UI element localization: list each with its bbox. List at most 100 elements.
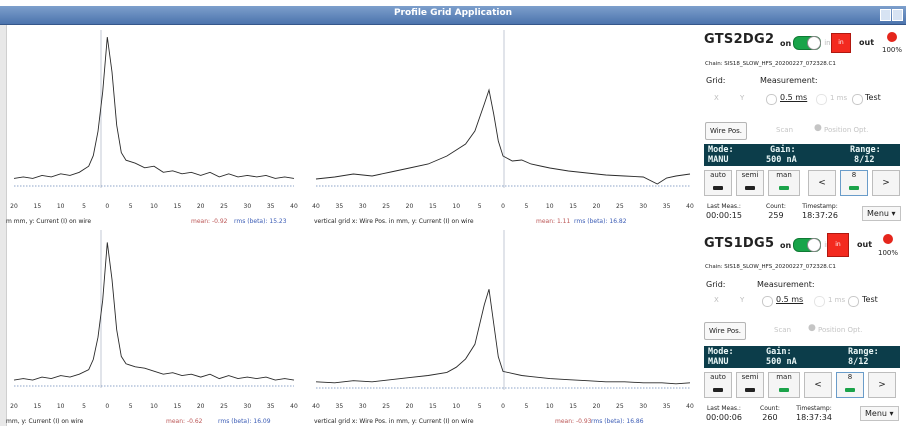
range-select-button[interactable]: 8	[840, 170, 868, 196]
status-led	[883, 234, 893, 244]
profile-line	[315, 88, 691, 185]
x-tick-label: 30	[639, 203, 647, 210]
toggle-track[interactable]	[793, 36, 822, 50]
restore-icon[interactable]	[880, 9, 891, 21]
meas-value-05ms[interactable]: 0.5 ms	[780, 93, 808, 102]
last-meas-value: 00:00:06	[706, 413, 742, 422]
x-tick-label: 35	[663, 403, 671, 410]
lcd-mode-label: Mode:	[708, 347, 734, 357]
x-tick-label: 15	[569, 203, 577, 210]
x-tick-label: 10	[150, 403, 158, 410]
lcd-mode-label: Mode:	[708, 145, 734, 155]
lcd-gain-label: Gain:	[770, 145, 796, 155]
menu-button[interactable]: Menu ▾	[862, 206, 901, 221]
x-tick-label: 30	[359, 403, 367, 410]
range-next-button[interactable]: >	[868, 372, 896, 398]
chain-name: Chain: SIS18_SLOW_HFS_20200227_072328.C1	[705, 61, 836, 67]
position-option[interactable]: Position Opt.	[818, 326, 863, 334]
timestamp: Timestamp: 18:37:26	[802, 203, 838, 220]
range-prev-button[interactable]: <	[804, 372, 832, 398]
profile-plot-bottom-left: 20 15 10 5 0 5 10 15 20 25 30 35 40 mm, y: Current (…	[6, 226, 306, 426]
chain-name: Chain: SIS18_SLOW_HFS_20200227_072328.C1	[705, 264, 836, 270]
mode-auto-label: auto	[710, 171, 726, 179]
timestamp: Timestamp: 18:37:34	[796, 405, 832, 422]
x-tick-label: 35	[336, 203, 344, 210]
profile-plot-top-left: 20 15 10 5 0 5 10 15 20 25 30 35 40 m mm, y: Current…	[6, 26, 306, 226]
mode-man-button[interactable]: man	[768, 170, 800, 196]
position-radio-icon[interactable]: ●	[814, 123, 822, 133]
on-toggle[interactable]: on in	[780, 36, 831, 50]
on-toggle[interactable]: on in	[780, 238, 831, 252]
device-name: GTS2DG2	[704, 32, 775, 47]
grid-y-option[interactable]: Y	[740, 296, 745, 304]
x-tick-label: 20	[10, 403, 18, 410]
plot-rms: rms (beta): 16.09	[218, 418, 271, 425]
profile-chart: 40 35 30 25 20 15 10 5 0 5 10 15 20 25 30 35 40	[312, 230, 694, 410]
x-tick-label: 15	[34, 203, 42, 210]
position-option[interactable]: Position Opt.	[824, 126, 869, 134]
x-tick-label: 5	[129, 203, 133, 210]
out-label[interactable]: out	[859, 38, 875, 47]
meas-value-1ms[interactable]: 1 ms	[828, 296, 846, 304]
meas-radio-1ms[interactable]	[816, 94, 827, 105]
mode-man-indicator	[779, 186, 789, 190]
mode-semi-label: semi	[741, 171, 759, 179]
status-display: Mode: MANU Gain: 500 nA Range: 8/12	[704, 346, 900, 368]
move-in-button[interactable]: in	[831, 33, 851, 53]
x-tick-label: 20	[197, 403, 205, 410]
toggle-track[interactable]	[793, 238, 822, 252]
intensity-percent: 100%	[878, 249, 899, 257]
mode-auto-button[interactable]: auto	[704, 170, 732, 196]
meas-value-1ms[interactable]: 1 ms	[830, 94, 848, 102]
count-label: Count:	[766, 203, 786, 210]
plot-mean: mean: -0.62	[166, 418, 203, 425]
grid-y-option[interactable]: Y	[740, 94, 745, 102]
meas-radio-05ms[interactable]	[766, 94, 777, 105]
lcd-range-label: Range:	[850, 145, 881, 155]
test-label[interactable]: Test	[862, 295, 878, 304]
out-label[interactable]: out	[857, 240, 873, 249]
x-tick-label: 5	[524, 203, 528, 210]
range-prev-button[interactable]: <	[808, 170, 836, 196]
meas-radio-05ms[interactable]	[762, 296, 773, 307]
x-tick-label: 25	[220, 203, 228, 210]
wire-pos-button[interactable]: Wire Pos.	[704, 322, 746, 340]
x-tick-label: 25	[220, 403, 228, 410]
mode-man-button[interactable]: man	[768, 372, 800, 398]
plot-rms: rms (beta): 16.86	[591, 418, 644, 425]
menu-button[interactable]: Menu ▾	[860, 406, 899, 421]
wire-pos-button[interactable]: Wire Pos.	[705, 122, 747, 140]
x-tick-label: 0	[501, 203, 505, 210]
position-radio-icon[interactable]: ●	[808, 323, 816, 333]
window-titlebar[interactable]: Profile Grid Application	[0, 6, 906, 25]
intensity-percent: 100%	[882, 46, 903, 54]
range-select-button[interactable]: 8	[836, 372, 864, 398]
measurement-label: Measurement:	[757, 280, 815, 289]
lcd-range-value: 8/12	[854, 155, 875, 165]
range-next-button[interactable]: >	[872, 170, 900, 196]
mode-auto-button[interactable]: auto	[704, 372, 732, 398]
profile-plot-bottom-right: 40 35 30 25 20 15 10 5 0 5 10 15 20 25 30 35 40 vertical…	[308, 226, 696, 426]
x-tick-label: 30	[244, 403, 252, 410]
meas-radio-1ms[interactable]	[814, 296, 825, 307]
move-in-button[interactable]: in	[827, 233, 849, 257]
test-radio[interactable]	[852, 94, 863, 105]
test-radio[interactable]	[848, 296, 859, 307]
x-tick-label: 20	[593, 403, 601, 410]
x-tick-label: 35	[267, 203, 275, 210]
count-label: Count:	[760, 405, 780, 412]
mode-semi-button[interactable]: semi	[736, 372, 764, 398]
close-icon[interactable]	[892, 9, 903, 21]
timestamp-value: 18:37:34	[796, 413, 832, 422]
grid-x-option[interactable]: X	[714, 296, 719, 304]
test-label[interactable]: Test	[865, 93, 881, 102]
profile-plot-top-right: 40 35 30 25 20 15 10 5 0 5 10 15 20 25 30 35 40 vertical…	[308, 26, 696, 226]
mode-semi-button[interactable]: semi	[736, 170, 764, 196]
x-tick-label: 5	[82, 403, 86, 410]
grid-x-option[interactable]: X	[714, 94, 719, 102]
scan-option[interactable]: Scan	[774, 326, 792, 334]
grid-label: Grid:	[706, 76, 726, 85]
x-tick-label: 5	[478, 403, 482, 410]
meas-value-05ms[interactable]: 0.5 ms	[776, 295, 804, 304]
scan-option[interactable]: Scan	[776, 126, 794, 134]
